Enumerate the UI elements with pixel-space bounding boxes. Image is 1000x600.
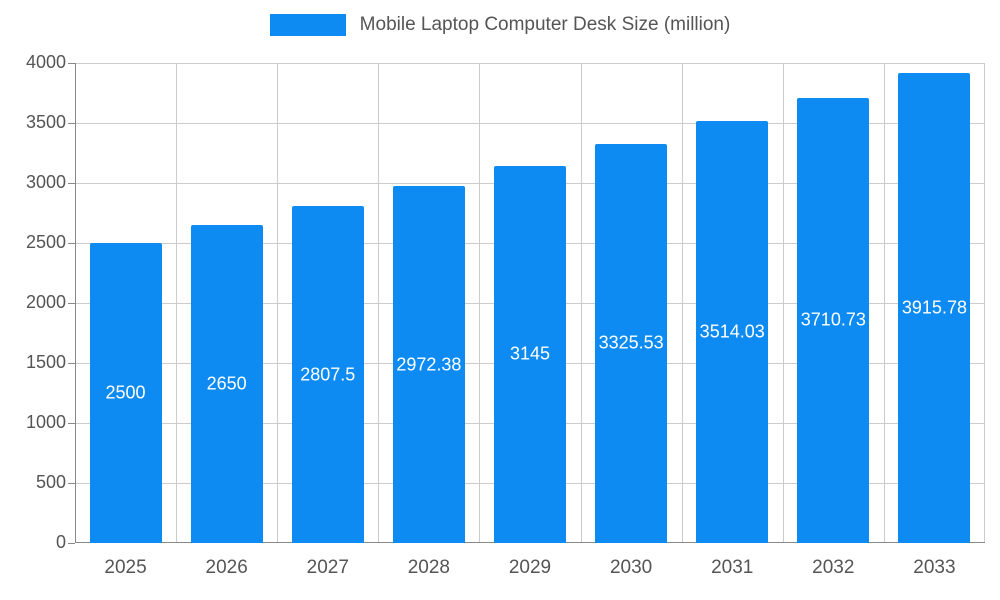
y-axis-tick-label: 3500 <box>25 112 66 132</box>
y-axis-tick <box>68 423 75 424</box>
plot-area: 2500 2650 2807.5 2972.38 3145 3325.53 3514.03 3… <box>68 63 985 544</box>
bar: 3915.78 <box>898 73 971 543</box>
y-axis-tick-label: 4000 <box>25 52 66 72</box>
bar-value-label: 2972.38 <box>396 354 462 375</box>
y-axis-tick <box>68 303 75 304</box>
y-axis-line <box>75 63 76 543</box>
x-axis-tick-label: 2027 <box>306 557 349 578</box>
bar: 3710.73 <box>797 97 870 543</box>
y-axis-tick-label: 500 <box>35 472 66 492</box>
bar-value-label: 3514.03 <box>699 321 765 342</box>
y-axis-tick-label: 1500 <box>25 352 66 372</box>
gridline-horizontal <box>75 123 985 124</box>
gridline-vertical <box>378 63 380 543</box>
bar-value-label: 2807.5 <box>300 364 356 385</box>
x-axis-tick-label: 2032 <box>812 557 855 578</box>
bar: 3514.03 <box>696 121 769 543</box>
y-axis-tick <box>68 543 75 544</box>
y-axis-tick-label: 3000 <box>25 172 66 192</box>
bar-value-label: 3145 <box>509 343 551 364</box>
gridline-horizontal <box>75 63 985 64</box>
y-axis-tick <box>68 483 75 484</box>
x-axis-tick-label: 2029 <box>508 557 552 578</box>
gridline-vertical <box>883 63 885 543</box>
bar-value-label: 3710.73 <box>800 309 866 330</box>
legend-swatch-icon <box>269 14 346 36</box>
legend[interactable]: Mobile Laptop Computer Desk Size (millio… <box>0 14 1000 36</box>
bar-value-label: 3325.53 <box>598 332 664 353</box>
bar-value-label: 2650 <box>206 373 247 394</box>
x-axis-tick-label: 2031 <box>711 557 754 578</box>
bar: 2807.5 <box>291 206 364 543</box>
gridline-vertical <box>176 63 178 543</box>
gridline-vertical <box>277 63 279 543</box>
x-axis-tick-label: 2025 <box>104 557 147 578</box>
y-axis-tick <box>68 63 75 64</box>
y-axis-tick <box>68 183 75 184</box>
gridline-vertical <box>681 63 683 543</box>
legend-label: Mobile Laptop Computer Desk Size (millio… <box>359 14 731 35</box>
y-axis-tick-label: 0 <box>55 532 66 552</box>
gridline-vertical <box>479 63 481 543</box>
bar: 3145 <box>494 165 566 543</box>
y-axis-tick-label: 1000 <box>25 412 66 432</box>
x-axis-tick-label: 2026 <box>205 557 248 578</box>
x-axis-tick-label: 2033 <box>913 557 956 578</box>
x-axis-tick-label: 2030 <box>609 557 653 578</box>
bar: 2500 <box>89 243 162 543</box>
y-axis-tick-label: 2000 <box>25 292 66 312</box>
gridline-vertical <box>580 63 582 543</box>
bar: 2972.38 <box>392 186 465 543</box>
gridline-vertical <box>984 63 985 543</box>
bar-value-label: 3915.78 <box>901 297 967 318</box>
bar: 2650 <box>190 225 263 543</box>
gridline-vertical <box>782 63 784 543</box>
bar: 3325.53 <box>595 143 668 543</box>
x-axis-tick-label: 2028 <box>407 557 451 578</box>
y-axis-tick <box>68 243 75 244</box>
y-axis-tick <box>68 123 75 124</box>
y-axis-tick-label: 2500 <box>25 232 66 252</box>
y-axis-tick <box>68 363 75 364</box>
bar-value-label: 2500 <box>105 382 146 403</box>
